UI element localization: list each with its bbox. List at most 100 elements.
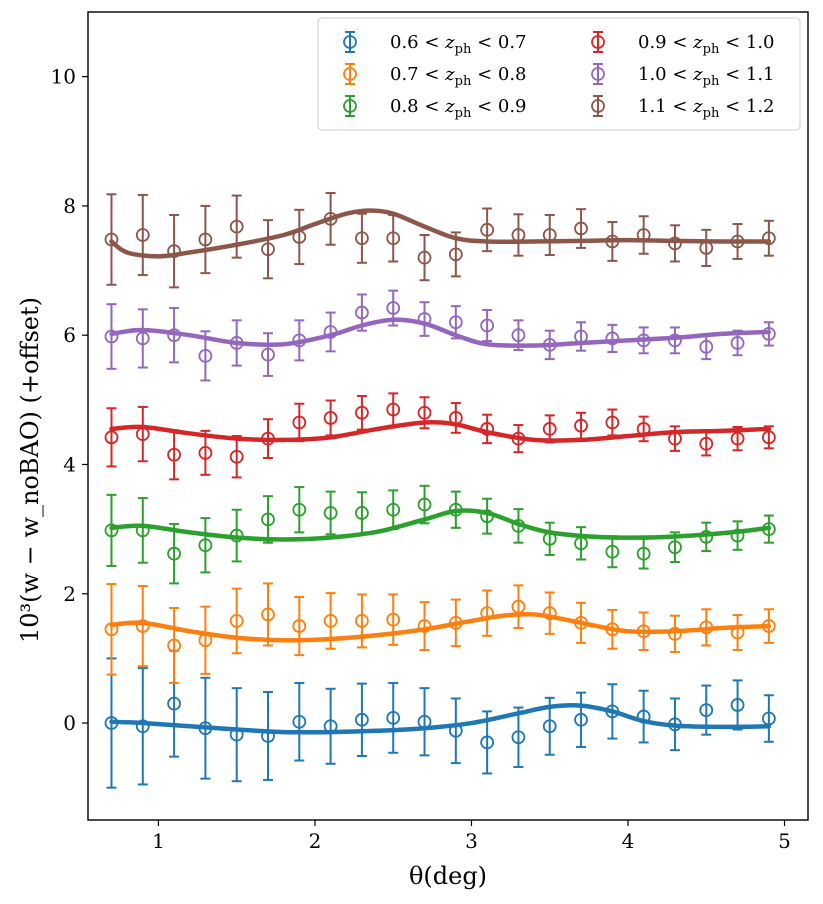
- data-point: [636, 546, 651, 561]
- data-point: [761, 711, 776, 726]
- data-point: [261, 347, 275, 362]
- data-point: [386, 402, 401, 417]
- data-point: [198, 445, 213, 460]
- data-point: [167, 546, 181, 561]
- data-point: [261, 431, 275, 446]
- legend-marker: [591, 35, 605, 49]
- data-point: [355, 305, 369, 320]
- legend-item-6: 1.1 < zph < 1.2: [591, 95, 775, 121]
- data-point: [417, 619, 432, 633]
- data-point: [761, 619, 776, 633]
- data-point: [417, 405, 432, 420]
- data-point: [323, 506, 338, 520]
- data-point: [135, 619, 150, 633]
- y-tick-label: 2: [63, 582, 76, 606]
- data-point: [605, 544, 620, 559]
- legend-label: 0.8 < zph < 0.9: [390, 96, 527, 121]
- data-point: [605, 331, 620, 346]
- data-point: [229, 449, 244, 464]
- data-point: [480, 606, 495, 621]
- y-tick-label: 0: [63, 711, 76, 735]
- data-point: [699, 436, 714, 451]
- y-tick-label: 4: [63, 452, 76, 476]
- series-2: [104, 582, 776, 684]
- data-point: [542, 531, 557, 546]
- series-4: [104, 392, 776, 481]
- data-point: [323, 411, 338, 425]
- data-point: [292, 714, 307, 729]
- data-point: [574, 221, 588, 236]
- data-point: [761, 430, 776, 445]
- data-point: [574, 329, 588, 344]
- data-point: [198, 538, 213, 553]
- data-point: [135, 719, 150, 734]
- data-point: [417, 250, 432, 265]
- plot-area: [104, 191, 776, 789]
- legend-marker: [343, 67, 357, 81]
- model-line: [109, 611, 772, 643]
- data-point: [605, 704, 620, 719]
- data-point: [292, 230, 307, 244]
- x-tick-label: 5: [778, 829, 791, 853]
- data-point: [261, 512, 275, 527]
- data-point: [386, 502, 401, 517]
- data-point: [229, 336, 244, 350]
- data-point: [198, 721, 213, 736]
- data-point: [574, 536, 588, 551]
- x-tick-label: 2: [309, 829, 322, 853]
- data-point: [605, 622, 620, 637]
- data-point: [198, 348, 213, 363]
- data-point: [605, 234, 620, 249]
- data-point: [355, 231, 369, 246]
- data-point: [104, 523, 119, 538]
- legend-label: 0.7 < zph < 0.8: [390, 64, 527, 89]
- data-point: [542, 337, 557, 352]
- legend-item-2: 0.7 < zph < 0.8: [343, 63, 527, 89]
- data-point: [668, 717, 682, 732]
- data-point: [511, 730, 526, 745]
- data-point: [699, 241, 714, 255]
- data-point: [355, 506, 369, 520]
- legend-item-5: 1.0 < zph < 1.1: [591, 63, 775, 89]
- y-tick-label: 10: [51, 65, 76, 89]
- data-point: [417, 312, 432, 326]
- data-point: [323, 614, 338, 628]
- x-tick-label: 1: [152, 829, 165, 853]
- y-tick-label: 8: [63, 194, 76, 218]
- data-point: [167, 244, 181, 259]
- data-point: [480, 222, 495, 237]
- data-point: [448, 315, 463, 330]
- data-point: [167, 447, 181, 462]
- data-point: [480, 422, 495, 436]
- data-point: [448, 502, 463, 517]
- data-point: [542, 719, 557, 734]
- data-point: [386, 231, 401, 246]
- legend-label: 0.6 < zph < 0.7: [390, 32, 527, 57]
- data-point: [229, 528, 244, 543]
- data-point: [229, 219, 244, 234]
- data-point: [417, 497, 432, 512]
- data-point: [574, 615, 588, 630]
- data-point: [699, 339, 714, 354]
- legend: 0.6 < zph < 0.7 0.7 < zph < 0.8 0.8 < zph …: [317, 17, 801, 131]
- data-point: [355, 712, 369, 727]
- data-point: [167, 328, 181, 343]
- data-point: [386, 612, 401, 627]
- legend-marker: [591, 67, 605, 81]
- data-point: [574, 418, 588, 433]
- legend-label: 1.1 < zph < 1.2: [638, 96, 775, 121]
- data-point: [448, 411, 463, 425]
- data-point: [730, 336, 745, 350]
- data-point: [636, 709, 651, 724]
- data-point: [730, 431, 745, 446]
- data-point: [636, 333, 651, 348]
- data-point: [135, 228, 150, 242]
- data-point: [323, 719, 338, 734]
- data-point: [292, 502, 307, 517]
- data-point: [104, 622, 119, 637]
- data-point: [511, 518, 526, 533]
- data-point: [167, 696, 181, 711]
- data-point: [668, 431, 682, 446]
- data-point: [355, 405, 369, 420]
